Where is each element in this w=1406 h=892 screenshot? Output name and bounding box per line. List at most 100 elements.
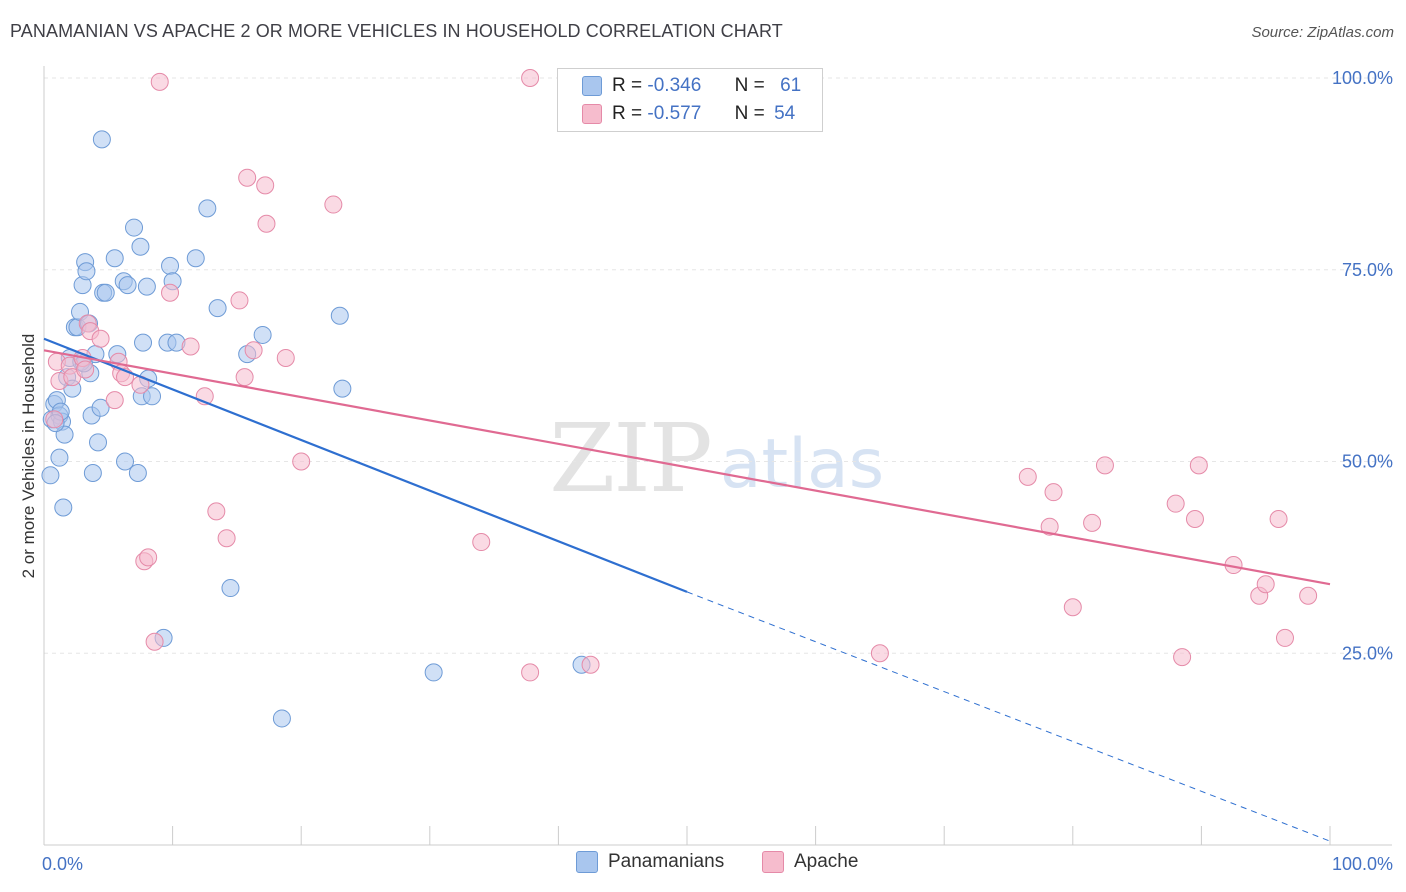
point-apache[interactable] xyxy=(150,72,169,91)
legend-item-apache[interactable]: Apache xyxy=(762,851,858,873)
legend-item-panamanians[interactable]: Panamanians xyxy=(576,851,724,873)
legend-n-value: 54 xyxy=(774,103,796,124)
point-apache[interactable] xyxy=(1173,648,1192,667)
point-panamanians[interactable] xyxy=(77,262,96,281)
point-apache[interactable] xyxy=(521,663,540,682)
point-panamanians[interactable] xyxy=(116,452,135,471)
legend-r-value: -0.577 xyxy=(647,103,702,124)
point-apache[interactable] xyxy=(1040,517,1059,536)
legend-row-panamanians: R = -0.346 N = 61 xyxy=(582,72,801,100)
point-apache[interactable] xyxy=(207,502,226,521)
point-panamanians[interactable] xyxy=(330,306,349,325)
point-apache[interactable] xyxy=(235,368,254,387)
point-panamanians[interactable] xyxy=(186,249,205,268)
point-apache[interactable] xyxy=(256,176,275,195)
point-apache[interactable] xyxy=(521,69,540,87)
point-panamanians[interactable] xyxy=(128,464,147,483)
point-panamanians[interactable] xyxy=(118,276,137,295)
point-panamanians[interactable] xyxy=(272,709,291,728)
point-apache[interactable] xyxy=(1185,510,1204,529)
point-panamanians[interactable] xyxy=(137,277,156,296)
point-panamanians[interactable] xyxy=(143,387,162,406)
point-apache[interactable] xyxy=(105,391,124,410)
point-apache[interactable] xyxy=(1018,467,1037,486)
axes xyxy=(43,66,1392,846)
point-apache[interactable] xyxy=(45,410,64,429)
legend-r-label: R = xyxy=(612,75,643,96)
point-apache[interactable] xyxy=(1095,456,1114,475)
point-apache[interactable] xyxy=(161,283,180,302)
point-apache[interactable] xyxy=(91,329,110,348)
point-apache[interactable] xyxy=(1083,513,1102,532)
trend-line-panamanians xyxy=(43,337,688,593)
point-panamanians[interactable] xyxy=(253,325,272,344)
point-apache[interactable] xyxy=(292,452,311,471)
legend-swatch-blue xyxy=(576,851,598,873)
point-panamanians[interactable] xyxy=(198,199,217,218)
y-tick-label: 25.0% xyxy=(1342,643,1393,663)
point-apache[interactable] xyxy=(238,168,257,187)
legend-n-label: N = xyxy=(734,75,765,96)
point-panamanians[interactable] xyxy=(221,579,240,598)
point-apache[interactable] xyxy=(1269,510,1288,529)
point-apache[interactable] xyxy=(76,360,95,379)
watermark-zip: ZIP xyxy=(549,404,710,514)
x-tick-label-min: 0.0% xyxy=(42,854,83,874)
point-panamanians[interactable] xyxy=(54,498,73,517)
point-panamanians[interactable] xyxy=(134,333,153,352)
point-apache[interactable] xyxy=(257,214,276,233)
chart-title: PANAMANIAN VS APACHE 2 OR MORE VEHICLES … xyxy=(10,21,783,41)
source-credit: Source: ZipAtlas.com xyxy=(1251,24,1394,41)
legend-r-label: R = xyxy=(612,103,643,124)
point-apache[interactable] xyxy=(870,644,889,663)
legend-r-value: -0.346 xyxy=(647,75,702,96)
point-apache[interactable] xyxy=(181,337,200,356)
point-apache[interactable] xyxy=(139,548,158,567)
correlation-legend: R = -0.346 N = 61 R = -0.577 N = 54 xyxy=(557,68,823,132)
point-apache[interactable] xyxy=(1166,494,1185,513)
watermark-atlas: atlas xyxy=(720,425,884,504)
legend-n-value: 61 xyxy=(780,75,802,96)
point-apache[interactable] xyxy=(1044,483,1063,502)
legend-n-label: N = xyxy=(734,103,765,124)
point-apache[interactable] xyxy=(276,348,295,367)
point-apache[interactable] xyxy=(230,291,249,310)
y-tick-label: 100.0% xyxy=(1332,68,1393,88)
point-panamanians[interactable] xyxy=(125,218,144,237)
point-panamanians[interactable] xyxy=(105,249,124,268)
point-apache[interactable] xyxy=(324,195,343,214)
point-panamanians[interactable] xyxy=(50,448,69,467)
legend-label: Panamanians xyxy=(608,851,725,872)
point-panamanians[interactable] xyxy=(41,466,60,485)
point-apache[interactable] xyxy=(1189,456,1208,475)
legend-row-apache: R = -0.577 N = 54 xyxy=(582,100,795,128)
trend-line-apache xyxy=(43,349,1331,586)
point-apache[interactable] xyxy=(1063,598,1082,617)
legend-swatch-blue xyxy=(582,76,602,96)
point-apache[interactable] xyxy=(217,529,236,548)
tick-labels: 25.0% 50.0% 75.0% 100.0% 0.0% 100.0% xyxy=(42,68,1393,874)
point-panamanians[interactable] xyxy=(83,464,102,483)
trend-lines xyxy=(43,337,1331,842)
legend-label: Apache xyxy=(794,851,859,872)
point-panamanians[interactable] xyxy=(424,663,443,682)
legend-swatch-pink xyxy=(762,851,784,873)
point-panamanians[interactable] xyxy=(333,379,352,398)
point-panamanians[interactable] xyxy=(96,283,115,302)
point-apache[interactable] xyxy=(1299,586,1318,605)
point-panamanians[interactable] xyxy=(89,433,108,452)
point-apache[interactable] xyxy=(244,341,263,360)
point-panamanians[interactable] xyxy=(131,237,150,256)
point-apache[interactable] xyxy=(1275,628,1294,647)
point-panamanians[interactable] xyxy=(92,130,111,149)
point-panamanians[interactable] xyxy=(161,256,180,275)
point-panamanians[interactable] xyxy=(91,398,110,417)
y-tick-label: 75.0% xyxy=(1342,260,1393,280)
point-apache[interactable] xyxy=(581,655,600,674)
legend-swatch-pink xyxy=(582,104,602,124)
point-panamanians[interactable] xyxy=(208,299,227,318)
point-apache[interactable] xyxy=(145,632,164,651)
point-apache[interactable] xyxy=(1256,575,1275,594)
point-apache[interactable] xyxy=(472,533,491,552)
